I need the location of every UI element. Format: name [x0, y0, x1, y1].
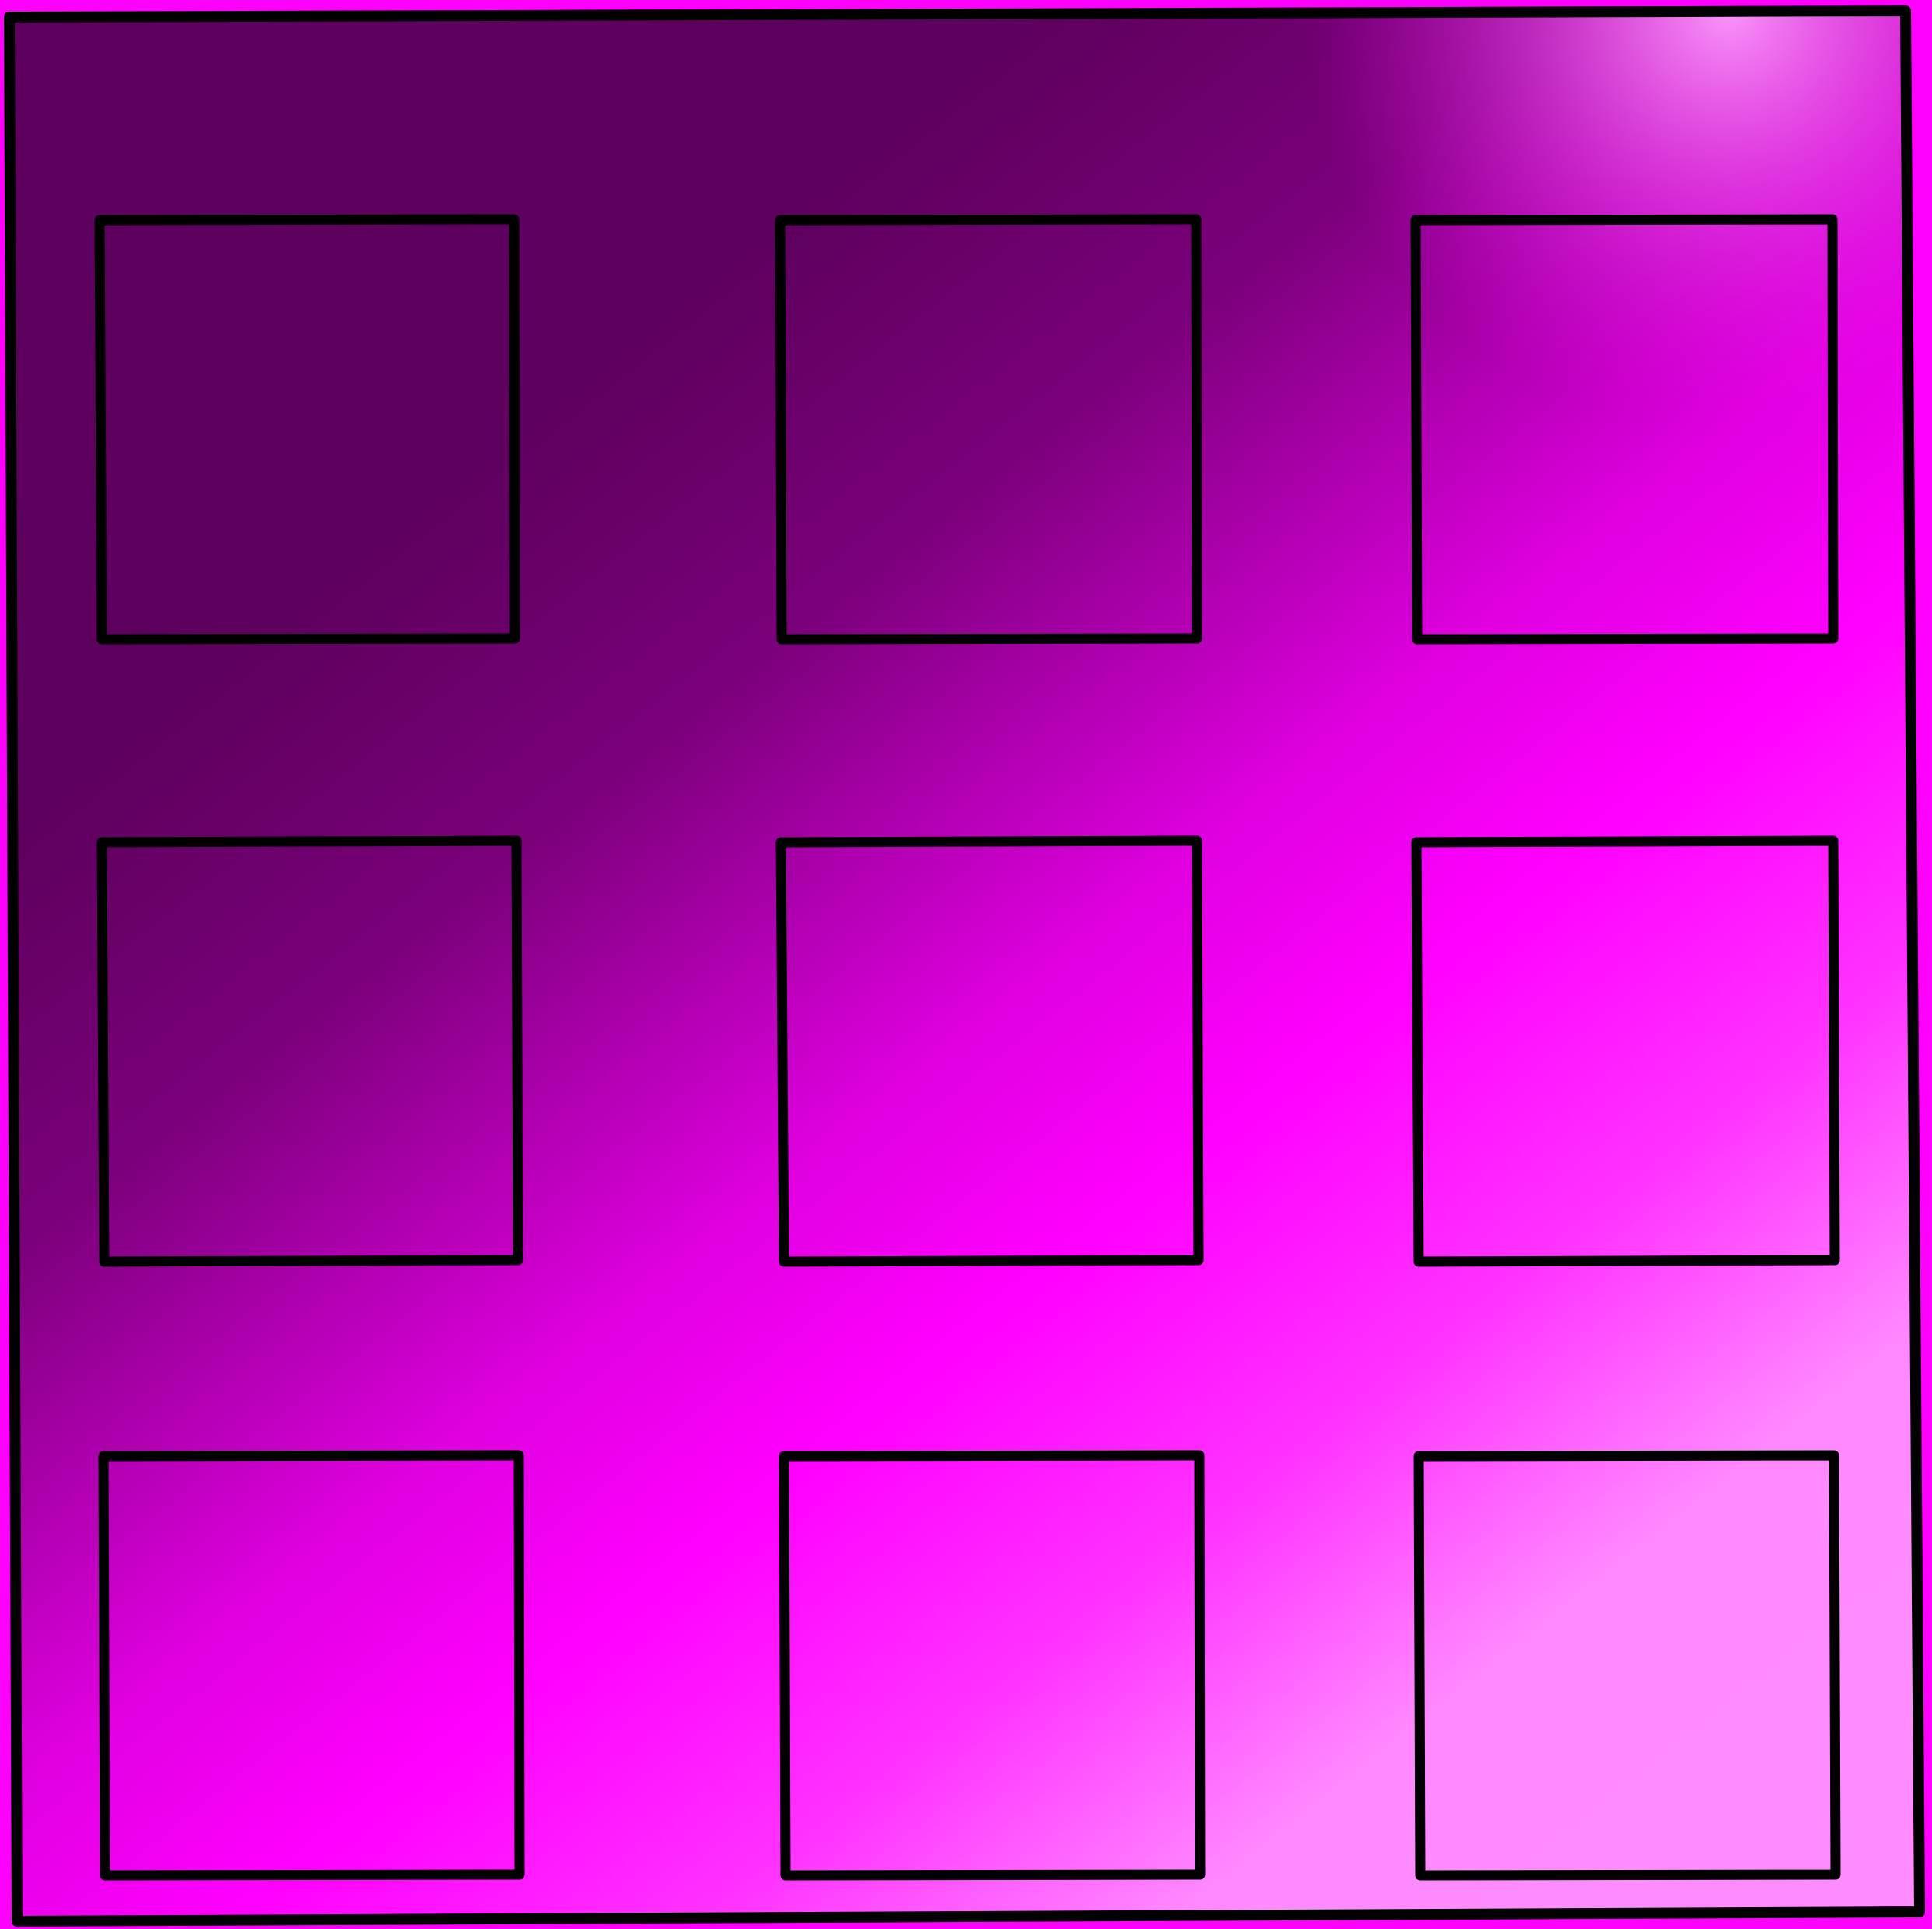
grid-square-r3-c2: [779, 1450, 1206, 1881]
grid-square-r2-c2: [775, 835, 1204, 1267]
grid-square-r2-c3: [1411, 835, 1840, 1267]
grid-square-r2-c1: [96, 835, 523, 1267]
panel-outline: [4, 5, 1925, 1927]
square-grid: [94, 214, 1841, 1881]
grid-square-r1-c1: [94, 214, 520, 645]
panel-highlight: [9, 11, 1920, 1921]
grid-square-r3-c3: [1413, 1450, 1841, 1881]
grid-square-r1-c2: [775, 214, 1202, 645]
grid-square-r3-c1: [98, 1450, 525, 1881]
grid-square-r1-c3: [1410, 214, 1839, 645]
